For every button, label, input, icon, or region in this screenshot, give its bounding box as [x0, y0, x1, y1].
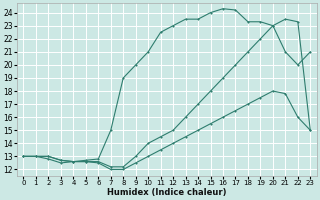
X-axis label: Humidex (Indice chaleur): Humidex (Indice chaleur)	[107, 188, 227, 197]
